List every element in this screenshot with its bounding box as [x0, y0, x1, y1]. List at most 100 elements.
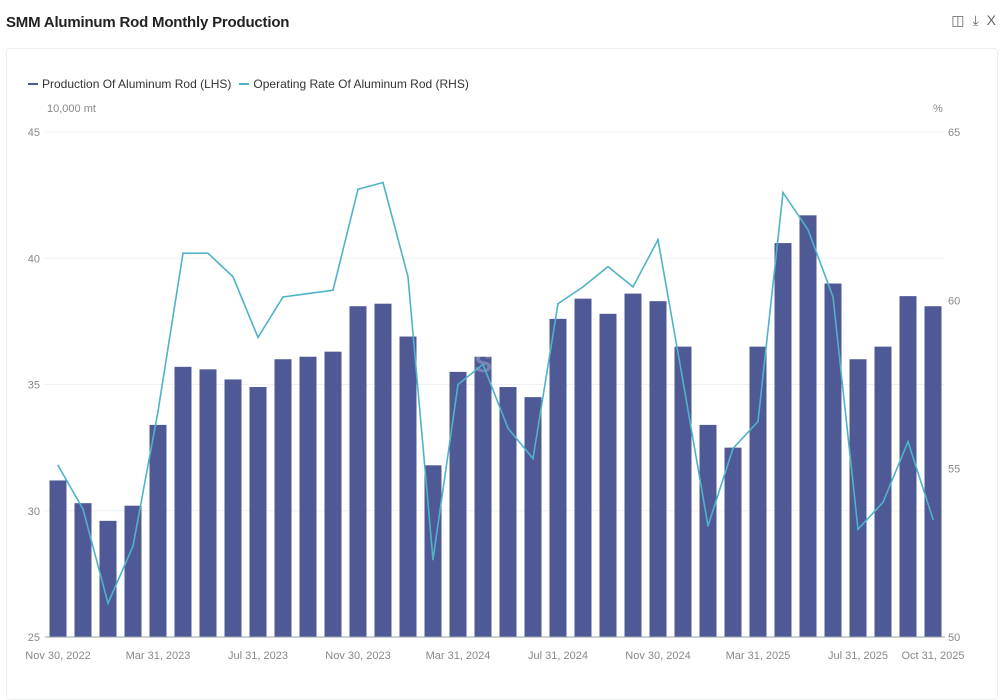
toolbar: ◫ ⤓ X	[951, 12, 996, 29]
left-axis-tick: 35	[28, 380, 40, 392]
x-axis-tick: Mar 31, 2024	[426, 650, 491, 662]
line-point	[732, 447, 734, 450]
line-point	[407, 275, 409, 278]
line-point	[132, 545, 134, 547]
line-point	[832, 296, 834, 298]
bar	[924, 306, 942, 637]
bar	[874, 346, 892, 637]
x-axis-tick: Nov 30, 2023	[325, 650, 390, 662]
line-point	[257, 336, 259, 339]
right-axis-tick: 55	[948, 464, 960, 476]
left-axis-tick: 25	[28, 632, 40, 644]
x-axis-tick: Mar 31, 2023	[126, 650, 191, 662]
x-axis-tick: Nov 30, 2024	[625, 650, 690, 662]
line-point	[457, 383, 459, 386]
line-point	[82, 508, 84, 510]
line-point	[332, 289, 334, 292]
bar	[174, 366, 192, 637]
chart-title: SMM Aluminum Rod Monthly Production	[6, 14, 290, 31]
bar	[624, 293, 642, 637]
bar	[849, 359, 867, 637]
line-point	[707, 525, 709, 527]
line-point	[882, 501, 884, 504]
x-axis-tick: Mar 31, 2025	[726, 650, 791, 662]
bar	[49, 480, 67, 637]
bar	[249, 387, 267, 637]
line-point	[807, 228, 809, 231]
bar	[149, 424, 167, 637]
line-point	[607, 265, 609, 268]
bar	[799, 215, 817, 637]
bar	[724, 447, 742, 637]
operating-rate-line	[57, 181, 934, 606]
download-icon[interactable]: ⤓	[972, 12, 979, 28]
x-axis-tick: Jul 31, 2023	[228, 650, 288, 662]
line-point	[557, 302, 559, 305]
line-point	[432, 558, 434, 561]
left-axis-unit: 10,000 mt	[47, 103, 96, 115]
legend-swatch	[239, 83, 250, 85]
line-point	[657, 238, 659, 241]
bar	[824, 283, 842, 637]
bar	[699, 424, 717, 637]
line-point	[282, 296, 284, 298]
bar	[374, 303, 392, 637]
legend-label: Production Of Aluminum Rod (LHS)	[42, 77, 232, 91]
line-point	[482, 363, 484, 366]
line-point	[207, 252, 209, 254]
line-point	[232, 275, 234, 278]
bar	[299, 356, 317, 637]
bar	[99, 520, 117, 637]
legend-swatch	[28, 83, 38, 85]
line-point	[682, 380, 684, 382]
line-point	[357, 188, 359, 191]
legend-label: Operating Rate Of Aluminum Rod (RHS)	[253, 77, 469, 91]
bar	[774, 243, 792, 637]
line-point	[582, 286, 584, 288]
legend-item-production[interactable]: Production Of Aluminum Rod (LHS)	[28, 77, 231, 91]
left-axis-tick: 45	[28, 127, 40, 139]
bar	[649, 301, 667, 637]
line-point	[157, 410, 159, 413]
left-axis-tick: 30	[28, 506, 40, 518]
right-axis-tick: 65	[948, 127, 960, 139]
bar	[549, 318, 567, 637]
bar	[899, 296, 917, 637]
legend-item-operating-rate[interactable]: Operating Rate Of Aluminum Rod (RHS)	[239, 77, 469, 91]
watermark: SMM	[475, 348, 536, 378]
bar	[474, 356, 492, 637]
bar	[399, 336, 417, 637]
bar	[324, 351, 342, 637]
right-axis-unit: %	[933, 103, 943, 115]
line-point	[857, 528, 859, 531]
x-axis-tick: Jul 31, 2024	[528, 650, 588, 662]
bar	[199, 369, 217, 637]
line-point	[632, 286, 634, 288]
bar	[74, 503, 92, 637]
line-point	[182, 252, 184, 254]
database-export-icon[interactable]: ◫	[951, 12, 965, 28]
bar	[574, 298, 592, 637]
bar	[349, 306, 367, 637]
bar	[224, 379, 242, 637]
line-point	[907, 440, 909, 443]
x-axis-tick: Jul 31, 2025	[828, 650, 888, 662]
line-point	[932, 518, 934, 520]
bar	[599, 313, 617, 637]
bar	[274, 359, 292, 637]
bar	[499, 387, 517, 637]
close-icon[interactable]: X	[986, 12, 996, 28]
bar	[524, 397, 542, 637]
line-point	[757, 420, 759, 423]
line-point	[107, 602, 109, 605]
bar	[449, 371, 467, 637]
bar	[124, 505, 142, 637]
line-point	[782, 191, 784, 194]
line-point	[382, 181, 384, 184]
right-axis-tick: 50	[948, 632, 960, 644]
bar	[674, 346, 692, 637]
left-axis-tick: 40	[28, 253, 40, 265]
x-axis-tick: Oct 31, 2025	[902, 650, 965, 662]
legend: Production Of Aluminum Rod (LHS) Operati…	[28, 77, 469, 91]
